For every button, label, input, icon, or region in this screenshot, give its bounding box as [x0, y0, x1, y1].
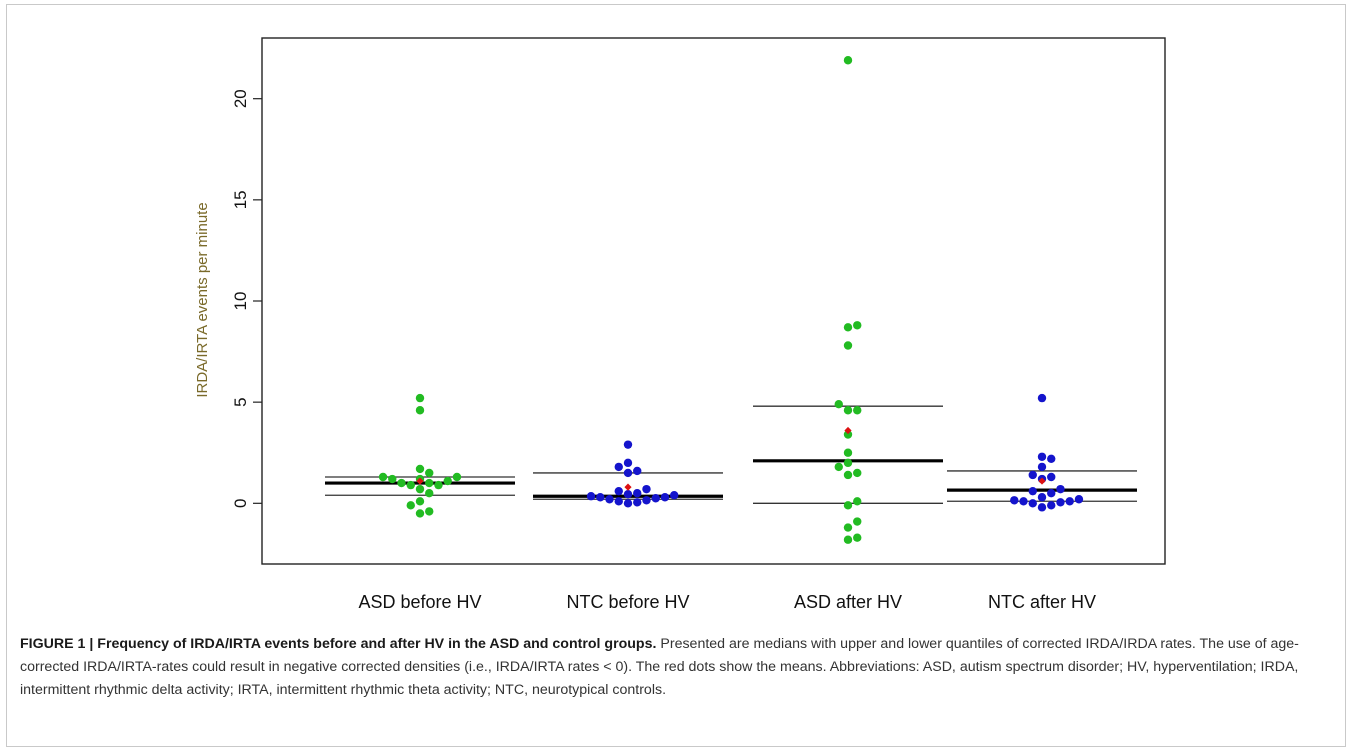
- data-point: [633, 488, 642, 498]
- data-point: [853, 406, 862, 415]
- data-point: [452, 472, 462, 482]
- data-point: [1037, 493, 1047, 502]
- data-point: [415, 406, 425, 415]
- data-point: [623, 458, 633, 468]
- data-point: [843, 341, 853, 350]
- quantile-lines: [325, 405, 1137, 504]
- data-point: [415, 484, 425, 494]
- data-point: [853, 321, 862, 330]
- data-point: [415, 393, 425, 403]
- category-label: NTC before HV: [566, 592, 689, 612]
- data-point: [1047, 472, 1056, 482]
- data-point: [853, 533, 862, 542]
- data-point: [1047, 454, 1056, 463]
- caption-title: FIGURE 1 | Frequency of IRDA/IRTA events…: [20, 636, 657, 652]
- data-point: [1037, 462, 1047, 472]
- data-point: [1047, 501, 1056, 510]
- chart-svg: 0 5 10 15 20 ASD before HV NTC before HV ASD a…: [194, 37, 1166, 612]
- data-point: [623, 490, 633, 499]
- data-point: [596, 493, 605, 502]
- data-point: [651, 494, 660, 503]
- data-point: [425, 488, 434, 498]
- data-point: [434, 480, 443, 490]
- data-point: [1037, 393, 1047, 403]
- y-tick-label: 10: [231, 292, 250, 311]
- y-tick-label: 20: [231, 89, 250, 108]
- data-point: [1037, 503, 1047, 512]
- data-point: [397, 478, 406, 488]
- data-point: [843, 501, 853, 510]
- data-point: [1074, 495, 1084, 504]
- data-point: [388, 474, 397, 484]
- data-point: [425, 507, 434, 516]
- category-label: ASD before HV: [358, 592, 481, 612]
- data-point: [1065, 497, 1074, 506]
- data-point: [853, 517, 862, 526]
- data-point: [1047, 488, 1056, 498]
- data-point: [843, 430, 853, 439]
- data-point: [406, 501, 415, 510]
- category-labels: ASD before HV NTC before HV ASD after HV NT…: [358, 592, 1096, 612]
- data-point: [623, 440, 633, 449]
- mean-markers: [416, 426, 1046, 491]
- data-point: [642, 484, 651, 494]
- data-point: [605, 495, 614, 504]
- data-point: [443, 476, 452, 486]
- data-point: [378, 472, 388, 482]
- data-point: [1037, 452, 1047, 461]
- y-tick-label: 0: [231, 499, 250, 508]
- data-point: [633, 498, 642, 507]
- mean-marker: [1038, 477, 1046, 485]
- data-point: [670, 491, 679, 500]
- data-point: [853, 497, 862, 506]
- data-point: [660, 493, 670, 502]
- data-point: [642, 496, 651, 505]
- data-point: [843, 448, 853, 457]
- data-point: [843, 323, 853, 332]
- figure-caption: FIGURE 1 | Frequency of IRDA/IRTA events…: [20, 633, 1338, 702]
- data-point: [415, 464, 425, 474]
- data-point: [843, 523, 853, 532]
- mean-marker: [624, 483, 632, 491]
- caption-body: Presented are medians with upper and low…: [20, 636, 1299, 698]
- mean-marker: [844, 426, 852, 435]
- data-point: [843, 470, 853, 480]
- data-point: [834, 462, 843, 472]
- category-label: ASD after HV: [794, 592, 902, 612]
- mean-marker: [416, 477, 424, 485]
- data-point: [633, 466, 642, 476]
- data-point: [843, 406, 853, 415]
- data-point: [1056, 498, 1065, 507]
- data-point: [406, 480, 415, 490]
- data-point: [1028, 470, 1037, 480]
- data-point: [1028, 486, 1037, 496]
- data-point: [834, 399, 843, 409]
- y-tick-label: 5: [231, 397, 250, 406]
- y-axis-label: IRDA/IRTA events per minute: [194, 202, 211, 397]
- data-point: [614, 486, 623, 496]
- data-point: [415, 497, 425, 506]
- figure-frame: [6, 4, 1346, 747]
- data-point: [614, 462, 623, 472]
- y-axis: 0 5 10 15 20: [231, 89, 262, 508]
- data-point: [586, 492, 596, 501]
- data-point: [415, 509, 425, 518]
- data-point: [425, 478, 434, 488]
- y-tick-label: 15: [231, 190, 250, 209]
- data-point: [1056, 484, 1065, 494]
- plot-area-border: [261, 37, 1166, 565]
- data-point: [843, 535, 853, 544]
- data-point: [623, 468, 633, 478]
- data-point: [1028, 499, 1037, 508]
- data-point: [623, 499, 633, 508]
- data-point: [1019, 497, 1028, 506]
- data-point: [425, 468, 434, 478]
- data-point: [614, 497, 623, 506]
- data-point: [843, 56, 853, 65]
- data-point: [1010, 496, 1019, 505]
- data-point: [853, 468, 862, 478]
- category-label: NTC after HV: [988, 592, 1096, 612]
- data-point: [843, 458, 853, 468]
